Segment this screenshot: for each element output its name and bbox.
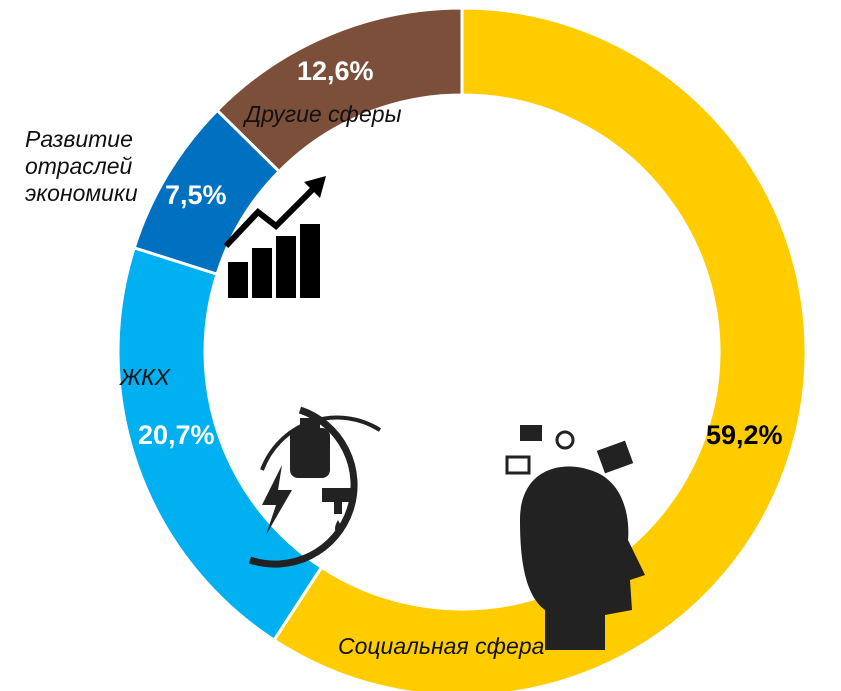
slice [215, 6, 464, 174]
slices [116, 6, 808, 691]
slice [271, 6, 808, 691]
category-label: Социальная сфера [338, 633, 545, 659]
value-label: 59,2% [706, 420, 783, 450]
head-icon: ✂ [505, 425, 645, 650]
value-label: 12,6% [297, 56, 374, 86]
value-label: 20,7% [138, 420, 215, 450]
category-label: Развитие отраслей экономики [25, 126, 138, 206]
growth-icon [223, 176, 326, 298]
category-label: Другие сферы [245, 101, 402, 127]
svg-text:✂: ✂ [545, 479, 558, 496]
value-label: 7,5% [165, 180, 227, 210]
category-label: ЖКХ [120, 364, 170, 390]
utilities-icon [248, 406, 382, 568]
